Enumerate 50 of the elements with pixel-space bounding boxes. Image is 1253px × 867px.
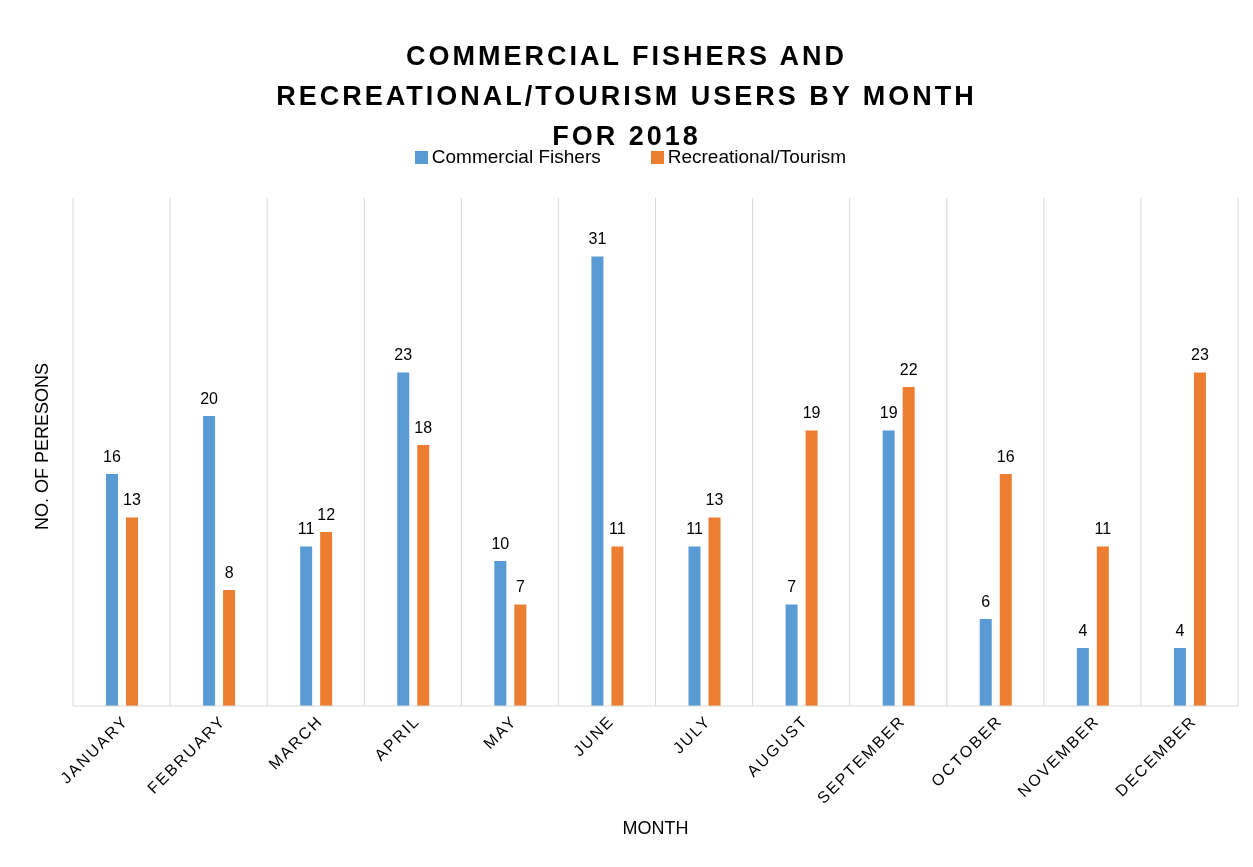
bar: [106, 473, 118, 706]
data-label: 31: [588, 230, 607, 248]
data-label: 11: [1094, 520, 1112, 538]
bar: [1076, 647, 1089, 706]
bar: [494, 560, 507, 706]
bar: [320, 531, 333, 706]
bar: [785, 604, 798, 706]
x-axis-title: MONTH: [621, 818, 690, 839]
data-label: 22: [899, 360, 918, 378]
data-label: 20: [200, 389, 219, 407]
data-label: 8: [224, 563, 234, 581]
bar: [203, 415, 216, 706]
data-label: 11: [297, 520, 315, 538]
bar: [902, 386, 915, 706]
bar: [708, 517, 721, 706]
bar: [1193, 372, 1206, 706]
bar: [1096, 546, 1109, 706]
bar: [417, 444, 430, 706]
bar: [611, 546, 624, 706]
data-label: 19: [879, 404, 898, 422]
data-label: 13: [705, 491, 724, 509]
bar: [1173, 647, 1186, 706]
data-label: 12: [317, 505, 336, 523]
data-label: 23: [394, 346, 413, 364]
data-label: 11: [609, 520, 626, 538]
bar: [999, 473, 1012, 706]
data-label: 23: [1191, 346, 1209, 364]
bar: [688, 546, 701, 706]
data-label: 4: [1078, 621, 1088, 639]
data-label: 10: [491, 534, 510, 552]
bar: [805, 430, 818, 706]
bar: [591, 256, 604, 706]
data-label: 18: [414, 418, 433, 436]
data-label: 4: [1175, 621, 1185, 639]
data-label: 11: [686, 520, 703, 538]
bar: [397, 372, 410, 706]
y-axis-title: NO. OF PERESONS: [32, 362, 54, 530]
data-label: 6: [981, 592, 991, 610]
data-label: 19: [802, 404, 821, 422]
bar: [979, 618, 992, 706]
bar: [126, 517, 138, 706]
data-label: 16: [996, 447, 1015, 465]
bar: [223, 589, 236, 706]
data-label: 7: [515, 578, 525, 596]
bar: [514, 604, 527, 706]
bar: [882, 430, 895, 706]
data-label: 13: [123, 491, 141, 509]
bar: [300, 546, 313, 706]
data-label: 7: [787, 578, 797, 596]
data-label: 16: [103, 447, 121, 465]
